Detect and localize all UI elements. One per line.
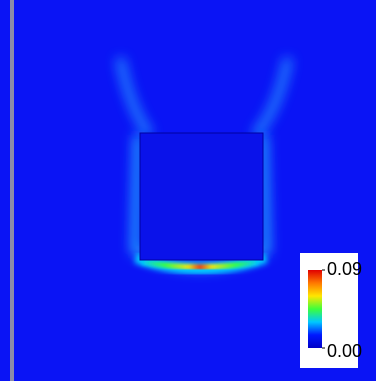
colorbar-tick-label: 0.00 <box>327 341 362 361</box>
colorbar: 0.00 0.09 <box>300 253 362 368</box>
colorbar-scale <box>308 270 322 348</box>
colorbar-tick-label: 0.09 <box>327 259 362 279</box>
